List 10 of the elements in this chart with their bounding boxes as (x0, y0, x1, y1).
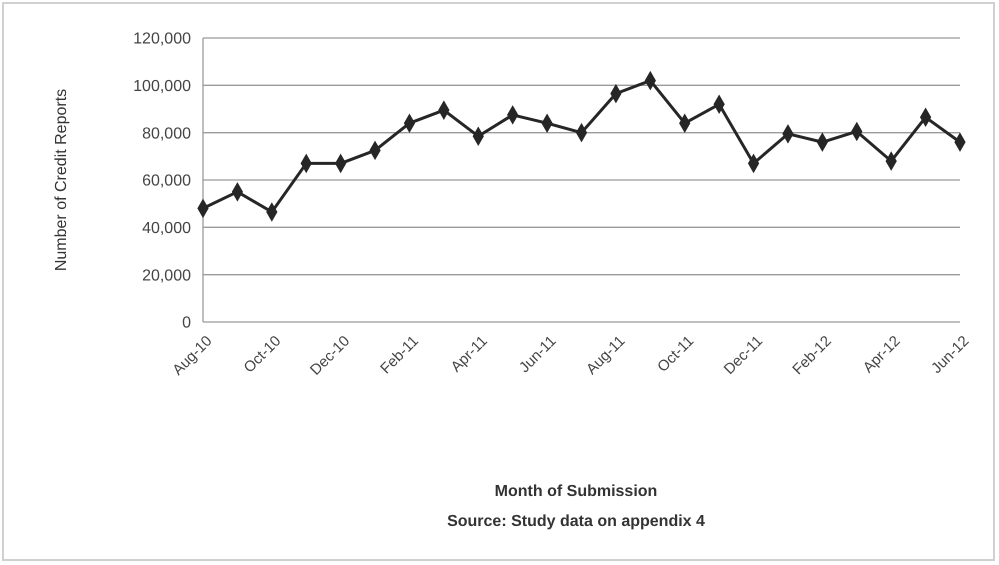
y-tick-label: 120,000 (133, 30, 192, 48)
y-tick-label: 80,000 (142, 125, 192, 142)
y-tick-label: 40,000 (142, 220, 192, 237)
y-tick-label: 20,000 (142, 267, 192, 284)
y-tick-label: 100,000 (133, 78, 192, 95)
y-tick-label: 0 (182, 314, 192, 332)
y-axis-title: Number of Credit Reports (53, 88, 70, 272)
y-tick-label: 60,000 (142, 172, 192, 190)
source-note: Source: Study data on appendix 4 (447, 513, 706, 530)
text: Month of Submission (494, 483, 658, 500)
